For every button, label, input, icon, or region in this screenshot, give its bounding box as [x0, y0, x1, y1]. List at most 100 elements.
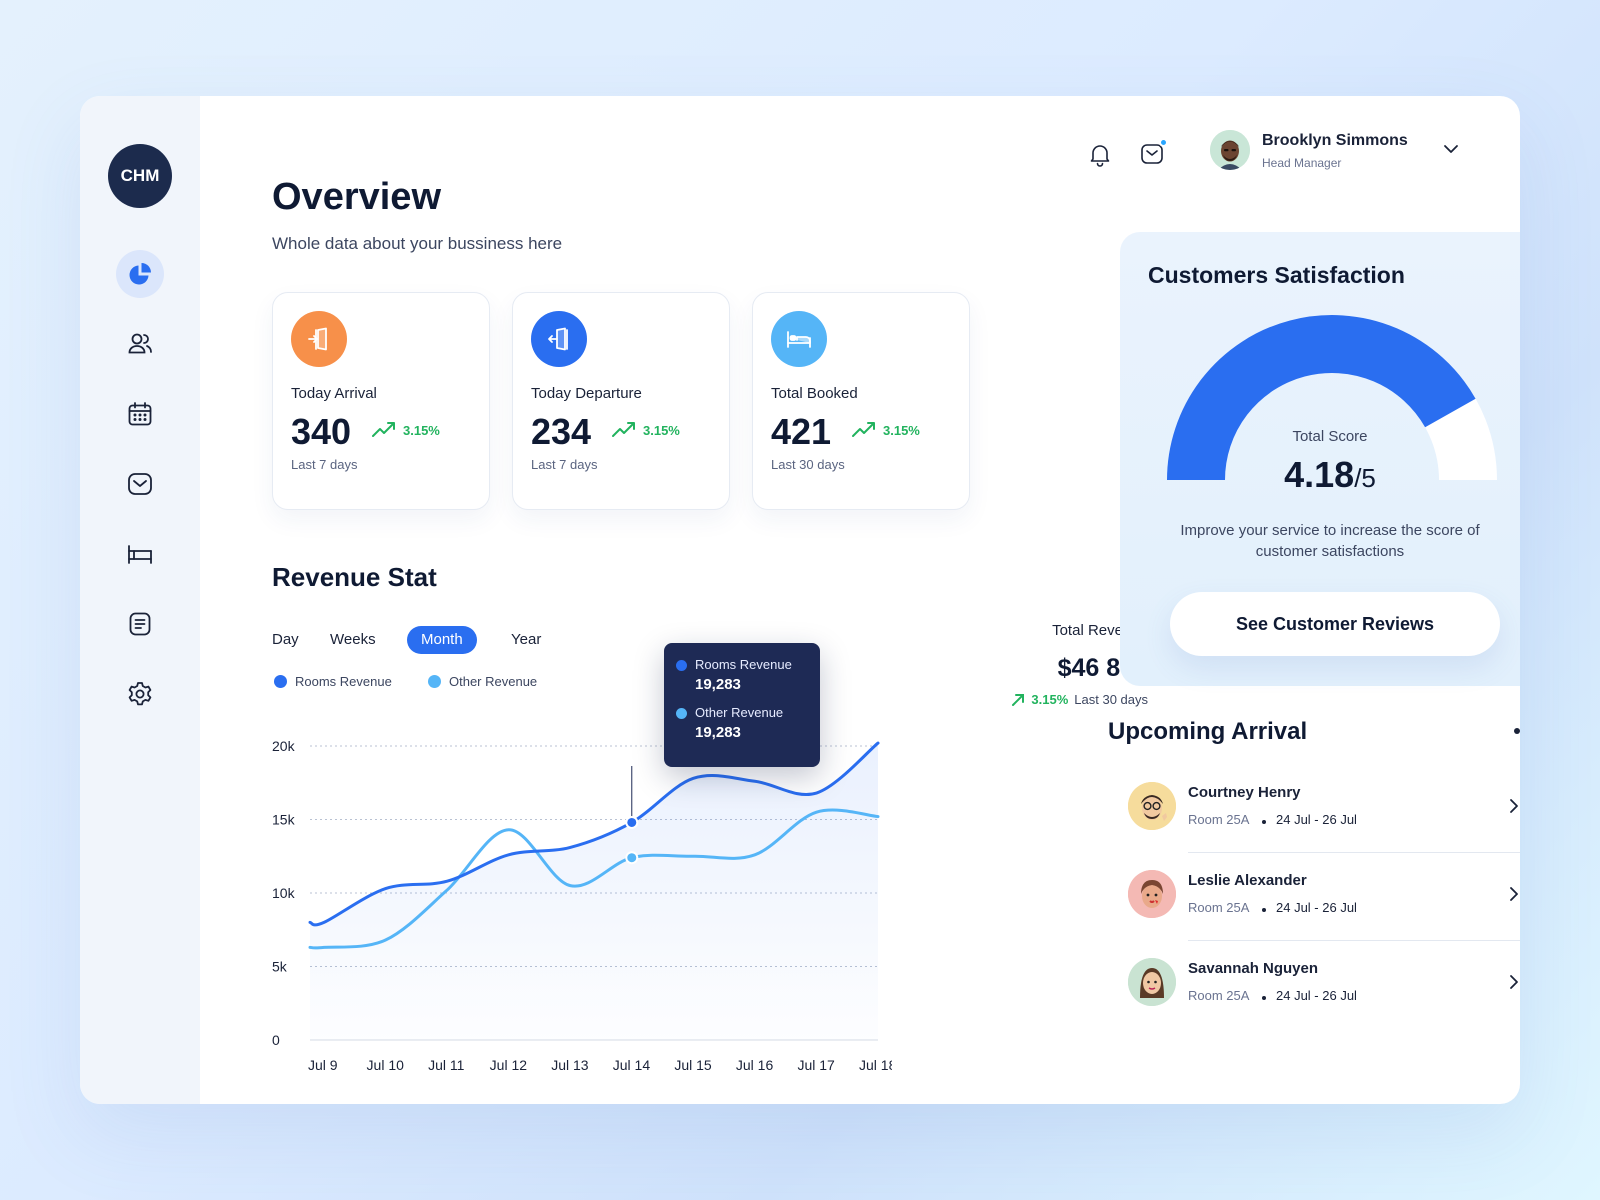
legend-label: Other Revenue: [449, 674, 538, 689]
sidebar-item-calendar[interactable]: [116, 390, 164, 438]
x-tick-label: Jul 15: [674, 1057, 712, 1073]
arrival-avatar: [1128, 958, 1176, 1006]
sidebar-item-settings[interactable]: [116, 670, 164, 718]
series-line-rooms: [308, 741, 880, 927]
chevron-right-icon: [1510, 887, 1518, 901]
arrival-avatar: [1128, 870, 1176, 918]
total-revenue-value: $46 800: [1057, 654, 1148, 682]
see-reviews-button[interactable]: See Customer Reviews: [1170, 592, 1500, 656]
tooltip-value: 19,283: [695, 724, 741, 741]
tab-weeks[interactable]: Weeks: [330, 631, 376, 648]
bed-icon: [787, 331, 811, 348]
stat-card-departure[interactable]: Today Departure 234 3.15% Last 7 days: [512, 292, 730, 510]
user-role: Head Manager: [1262, 156, 1342, 170]
arrival-room: Room 25A: [1188, 988, 1250, 1003]
arrival-name: Savannah Nguyen: [1188, 960, 1319, 977]
separator-dot: [1262, 996, 1266, 1000]
messages-button[interactable]: [1138, 138, 1168, 168]
stat-label: Total Booked: [771, 385, 858, 402]
sidebar-item-reports[interactable]: [116, 600, 164, 648]
satisfaction-title: Customers Satisfaction: [1148, 262, 1405, 288]
separator-dot: [1262, 820, 1266, 824]
total-revenue-trend: 3.15% Last 30 days: [848, 692, 1148, 707]
stat-trend-value: 3.15%: [403, 422, 440, 438]
arrival-open-button[interactable]: [1504, 972, 1520, 992]
sidebar-item-guests[interactable]: [116, 320, 164, 368]
arrival-date: 24 Jul - 26 Jul: [1276, 812, 1357, 827]
mail-icon: [128, 473, 152, 495]
user-avatar[interactable]: [1210, 130, 1250, 170]
y-tick-label: 0: [272, 1032, 280, 1048]
bed-icon: [128, 545, 152, 564]
x-tick-label: Jul 13: [551, 1057, 589, 1073]
departure-icon-badge: [531, 311, 587, 367]
arrival-item[interactable]: Savannah Nguyen Room 25A 24 Jul - 26 Jul: [1128, 958, 1520, 1044]
page-title: Overview: [272, 176, 441, 218]
stat-card-booked[interactable]: Total Booked 421 3.15% Last 30 days: [752, 292, 970, 510]
total-revenue-period: Last 30 days: [1074, 692, 1148, 707]
score-display: 4.18/5: [1120, 454, 1520, 496]
door-exit-icon: [548, 327, 568, 351]
score-label: Total Score: [1292, 428, 1368, 445]
series-area-rooms: [310, 743, 878, 1040]
stat-card-arrival[interactable]: Today Arrival 340 3.15% Last 7 days: [272, 292, 490, 510]
gear-icon: [128, 682, 152, 706]
stat-label: Today Departure: [531, 385, 642, 402]
arrival-name: Courtney Henry: [1188, 784, 1301, 801]
arrival-icon-badge: [291, 311, 347, 367]
total-revenue-pct: 3.15%: [1031, 692, 1069, 707]
arrivals-more-button[interactable]: [1512, 724, 1520, 736]
y-tick-label: 10k: [272, 885, 296, 901]
trend-up-icon: [612, 422, 635, 437]
divider: [1188, 852, 1520, 853]
tab-month[interactable]: Month: [407, 626, 477, 654]
sidebar-item-overview[interactable]: [116, 250, 164, 298]
x-tick-label: Jul 16: [736, 1057, 774, 1073]
arrival-open-button[interactable]: [1504, 884, 1520, 904]
sidebar: CHM: [80, 96, 200, 1104]
tab-year[interactable]: Year: [511, 631, 542, 648]
x-tick-label: Jul 17: [797, 1057, 835, 1073]
guest-face-icon: [1128, 782, 1176, 830]
arrival-item[interactable]: Courtney Henry Room 25A 24 Jul - 26 Jul: [1128, 782, 1520, 868]
document-icon: [129, 612, 151, 636]
arrival-date: 24 Jul - 26 Jul: [1276, 988, 1357, 1003]
tooltip-swatch: [676, 708, 687, 719]
chevron-right-icon: [1510, 799, 1518, 813]
x-tick-label: Jul 9: [308, 1057, 338, 1073]
guest-face-icon: [1128, 870, 1176, 918]
stat-period: Last 7 days: [531, 457, 598, 472]
arrival-room: Room 25A: [1188, 812, 1250, 827]
unread-indicator: [1159, 138, 1168, 147]
tab-day[interactable]: Day: [272, 631, 299, 648]
notifications-button[interactable]: [1086, 140, 1114, 168]
x-tick-label: Jul 12: [490, 1057, 528, 1073]
arrival-open-button[interactable]: [1504, 796, 1520, 816]
revenue-chart[interactable]: 0 5k 10k 15k 20k Jul 9 Jul 10 Jul 11 Jul 12 Jul 1…: [272, 726, 892, 1104]
legend-swatch: [274, 675, 287, 688]
mail-icon: [1141, 144, 1163, 164]
user-menu-toggle[interactable]: [1440, 138, 1462, 160]
more-horizontal-icon: [1514, 728, 1520, 734]
calendar-icon: [128, 402, 152, 426]
stat-value: 234: [531, 411, 592, 452]
user-face-icon: [1210, 130, 1250, 170]
score-value: 4.18: [1284, 454, 1355, 495]
tooltip-label: Rooms Revenue: [695, 657, 792, 672]
arrival-item[interactable]: Leslie Alexander Room 25A 24 Jul - 26 Ju…: [1128, 870, 1520, 956]
stat-value: 421: [771, 411, 832, 452]
page-subtitle: Whole data about your bussiness here: [272, 234, 563, 253]
separator-dot: [1262, 908, 1266, 912]
stat-value: 340: [291, 411, 352, 452]
legend-label: Rooms Revenue: [295, 674, 392, 689]
pie-chart-icon: [129, 263, 151, 285]
chevron-right-icon: [1510, 975, 1518, 989]
guest-face-icon: [1128, 958, 1176, 1006]
app-logo[interactable]: CHM: [108, 144, 172, 208]
arrival-room: Room 25A: [1188, 900, 1250, 915]
arrival-date: 24 Jul - 26 Jul: [1276, 900, 1357, 915]
tooltip-label: Other Revenue: [695, 705, 784, 720]
sidebar-item-rooms[interactable]: [116, 530, 164, 578]
bell-icon: [1090, 145, 1110, 167]
sidebar-item-messages[interactable]: [116, 460, 164, 508]
